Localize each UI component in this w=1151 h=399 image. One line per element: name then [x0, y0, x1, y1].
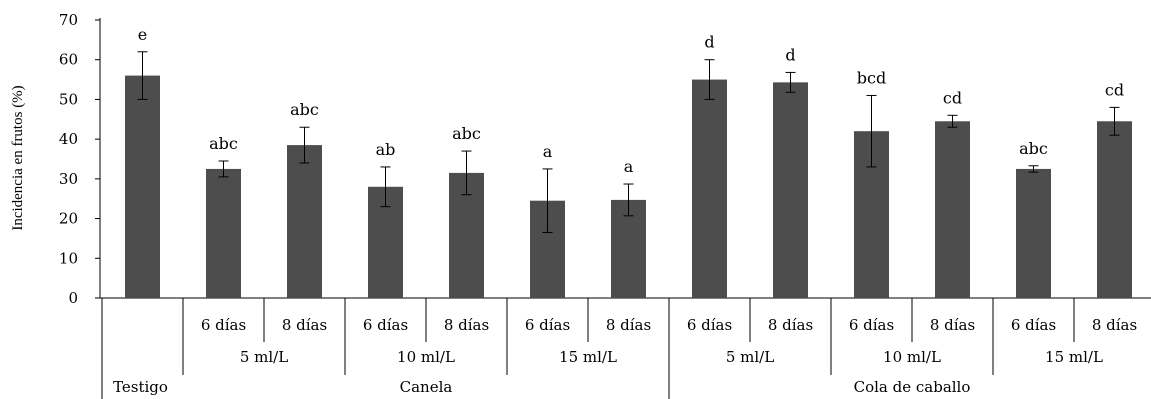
significance-label: abc — [290, 100, 319, 119]
y-tick-label: 0 — [68, 289, 78, 307]
significance-label: cd — [1105, 80, 1124, 99]
significance-label: abc — [1019, 139, 1048, 158]
days-label: 6 días — [687, 316, 732, 334]
days-label: 8 días — [1092, 316, 1137, 334]
group-label: Cola de caballo — [854, 378, 971, 396]
dose-label: 15 ml/L — [559, 348, 617, 366]
significance-label: e — [138, 25, 147, 44]
category-table: 6 días 8 días 6 días 8 días 6 días 8 días 6 dí… — [101, 298, 1137, 399]
significance-label: abc — [452, 124, 481, 143]
dose-label: 5 ml/L — [726, 348, 774, 366]
bars: e abc abc ab abc a a d d bcd cd abc cd — [125, 25, 1132, 299]
bar — [1097, 121, 1132, 299]
dose-label: 5 ml/L — [240, 348, 288, 366]
significance-label: ab — [376, 140, 396, 159]
y-tick-label: 70 — [59, 11, 78, 29]
dose-label: 10 ml/L — [883, 348, 941, 366]
days-label: 8 días — [444, 316, 489, 334]
y-tick-label: 40 — [59, 130, 78, 148]
significance-label: a — [624, 157, 634, 176]
significance-label: d — [704, 33, 714, 52]
bar — [125, 75, 160, 298]
bar — [692, 79, 727, 298]
y-ticks: 0 10 20 30 40 50 60 70 — [59, 11, 100, 307]
bar — [773, 82, 808, 298]
y-tick-label: 50 — [59, 90, 78, 108]
y-axis-label: Incidencia en frutos (%) — [10, 85, 26, 230]
bar — [287, 145, 322, 298]
days-label: 8 días — [930, 316, 975, 334]
bar — [206, 168, 241, 298]
days-label: 6 días — [201, 316, 246, 334]
group-label: Canela — [400, 378, 453, 396]
dose-label: 10 ml/L — [397, 348, 455, 366]
significance-label: cd — [943, 88, 962, 107]
days-label: 6 días — [363, 316, 408, 334]
significance-label: abc — [209, 134, 238, 153]
days-label: 6 días — [1011, 316, 1056, 334]
days-label: 6 días — [849, 316, 894, 334]
y-tick-label: 20 — [59, 210, 78, 228]
dose-label: 15 ml/L — [1045, 348, 1103, 366]
days-label: 8 días — [768, 316, 813, 334]
y-tick-label: 10 — [59, 249, 78, 267]
days-label: 8 días — [606, 316, 651, 334]
days-label: 8 días — [282, 316, 327, 334]
significance-label: d — [785, 45, 795, 64]
bar — [1016, 168, 1051, 298]
days-label: 6 días — [525, 316, 570, 334]
y-tick-label: 30 — [59, 170, 78, 188]
significance-label: bcd — [857, 68, 886, 87]
significance-label: a — [543, 142, 553, 161]
group-label: Testigo — [113, 378, 168, 396]
bar — [935, 121, 970, 299]
y-tick-label: 60 — [59, 51, 78, 69]
